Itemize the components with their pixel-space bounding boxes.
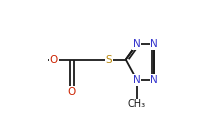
Text: N: N: [150, 39, 158, 49]
Text: O: O: [68, 87, 76, 97]
Text: N: N: [133, 75, 141, 85]
Text: CH₃: CH₃: [128, 99, 146, 109]
Text: N: N: [133, 39, 141, 49]
Text: S: S: [106, 55, 112, 64]
Text: N: N: [150, 75, 158, 85]
Text: O: O: [50, 55, 58, 64]
